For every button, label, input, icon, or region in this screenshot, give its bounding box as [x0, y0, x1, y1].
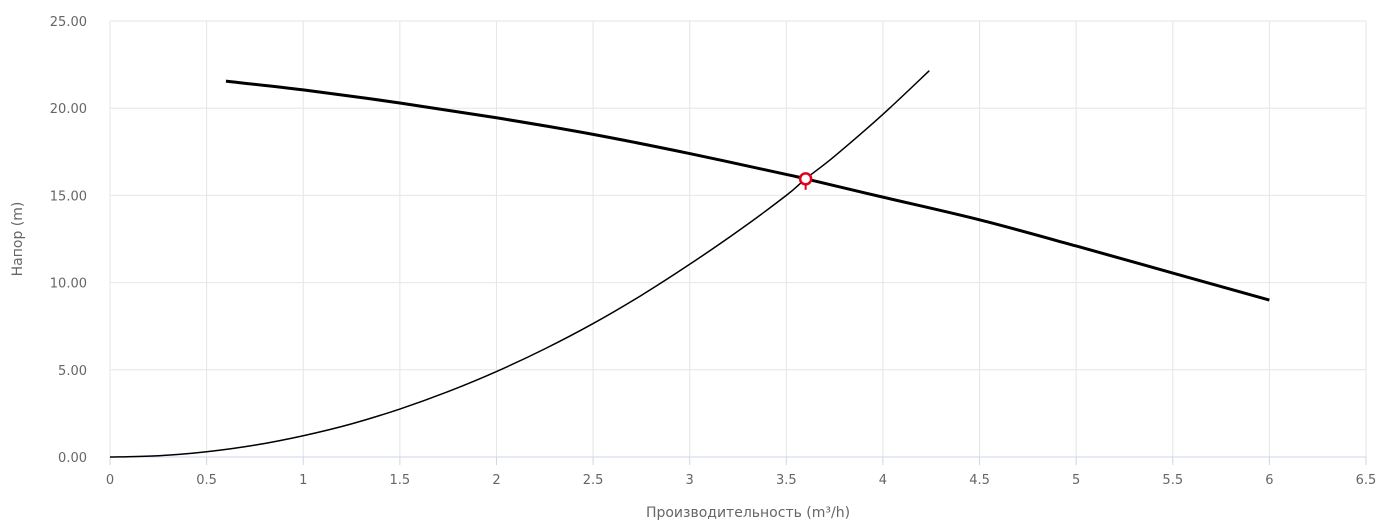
- x-tick-label: 3.5: [776, 473, 797, 488]
- x-tick-label: 5.5: [1162, 473, 1183, 488]
- x-tick-label: 4.5: [969, 473, 990, 488]
- operating-point-layer: [798, 172, 813, 190]
- y-tick-label: 20.00: [50, 102, 87, 117]
- x-axis-title: Производительность (m³/h): [646, 505, 850, 521]
- x-tick-label: 2: [492, 473, 500, 488]
- x-tick-label: 1: [299, 473, 307, 488]
- x-tick-label: 5: [1072, 473, 1080, 488]
- x-tick-label: 0: [106, 473, 114, 488]
- x-tick-label: 4: [879, 473, 887, 488]
- y-tick-label: 10.00: [50, 277, 87, 292]
- x-tick-label: 1.5: [390, 473, 411, 488]
- pump-curve-line: [225, 79, 1270, 302]
- y-tick-label: 0.00: [58, 451, 87, 466]
- system-curve-line: [109, 70, 930, 458]
- operating-point-marker[interactable]: [798, 172, 813, 186]
- y-tick-label: 5.00: [58, 364, 87, 379]
- x-tick-label: 2.5: [583, 473, 604, 488]
- axes: 0.00 5.00 10.00 15.00 20.00 25.00 0 0.5 1 1.5 2 2.5…: [50, 15, 1377, 488]
- x-tick-label: 0.5: [196, 473, 217, 488]
- y-tick-label: 25.00: [50, 15, 87, 30]
- x-tick-label: 6.5: [1356, 473, 1377, 488]
- y-axis-title: Напор (m): [10, 202, 26, 277]
- grid: [109, 20, 1367, 457]
- x-tick-label: 3: [686, 473, 694, 488]
- y-tick-label: 15.00: [50, 189, 87, 204]
- x-tick-label: 6: [1265, 473, 1273, 488]
